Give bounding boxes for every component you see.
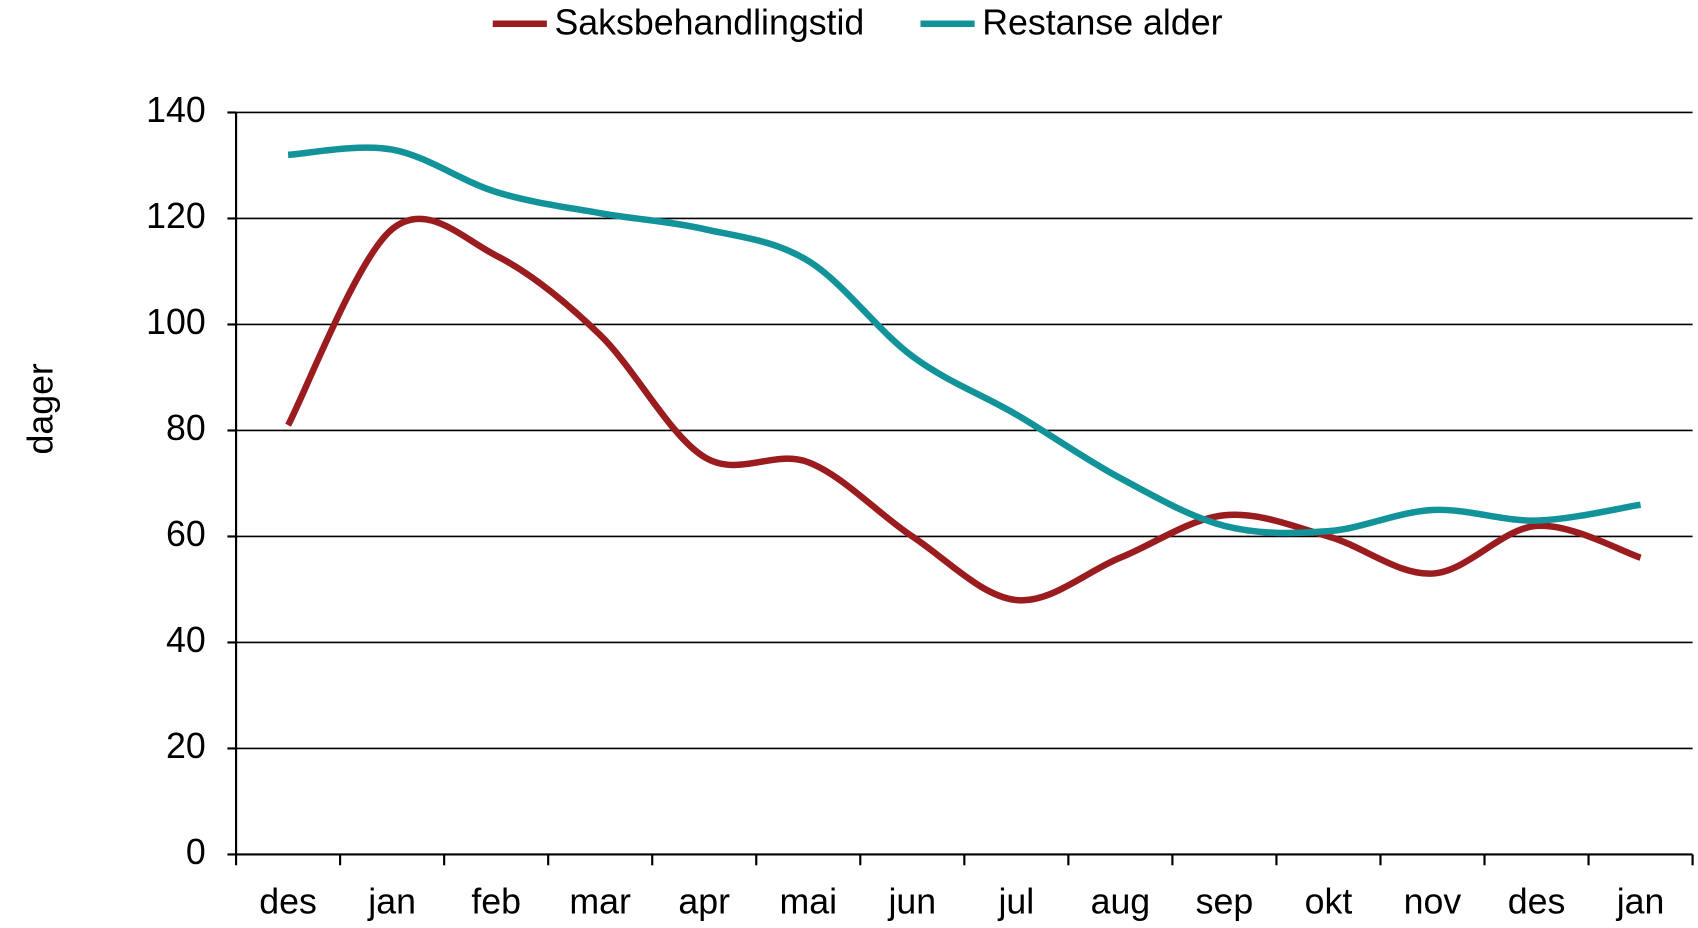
- x-tick-label: sep: [1196, 882, 1254, 922]
- x-tick-label: jan: [367, 882, 416, 922]
- line: [285, 215, 1642, 604]
- x-tick-label: nov: [1404, 882, 1462, 922]
- legend-label: Saksbehandlingstid: [554, 2, 864, 42]
- y-tick-label: 100: [146, 302, 206, 342]
- x-tick-label: jun: [887, 882, 936, 922]
- x-tick-label: okt: [1305, 882, 1353, 922]
- x-tick-label: aug: [1091, 882, 1151, 922]
- x-tick-label: des: [1508, 882, 1566, 922]
- x-tick-label: jan: [1616, 882, 1665, 922]
- y-tick-label: 0: [186, 832, 206, 872]
- x-tick-label: des: [259, 882, 317, 922]
- y-tick-label: 60: [166, 514, 206, 554]
- x-tick-label: jul: [997, 882, 1034, 922]
- y-tick-label: 20: [166, 726, 206, 766]
- x-tick-label: feb: [471, 882, 521, 922]
- y-tick-label: 80: [166, 408, 206, 448]
- y-tick-label: 120: [146, 196, 206, 236]
- legend-label: Restanse alder: [982, 2, 1222, 42]
- y-tick-label: 40: [166, 620, 206, 660]
- x-tick-label: mar: [569, 882, 631, 922]
- y-axis-label: dager: [21, 363, 61, 454]
- x-tick-label: apr: [678, 882, 730, 922]
- line: [287, 144, 1642, 537]
- y-tick-label: 140: [146, 90, 206, 130]
- x-tick-label: mai: [779, 882, 837, 922]
